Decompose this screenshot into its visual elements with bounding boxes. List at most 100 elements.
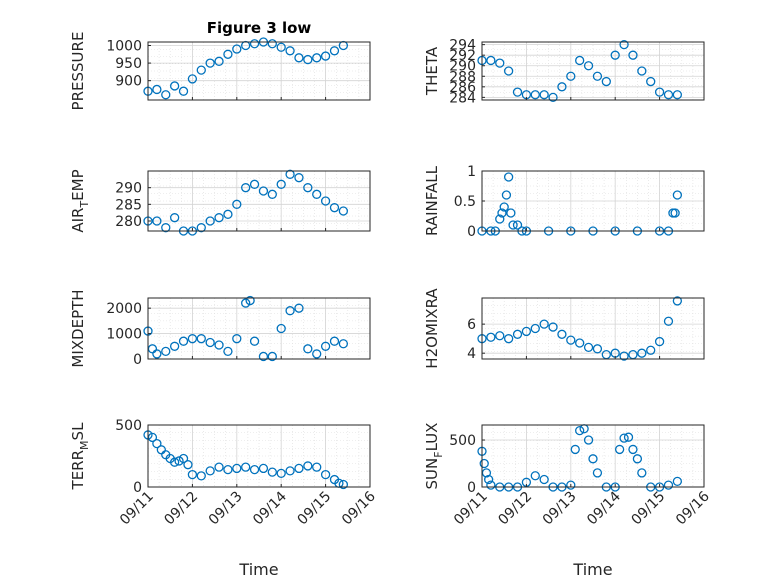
data-point bbox=[205, 58, 215, 68]
x-axis-label: Time bbox=[238, 560, 278, 579]
data-point bbox=[548, 92, 558, 103]
y-tick-label: 284 bbox=[449, 90, 476, 106]
data-point bbox=[285, 46, 295, 56]
data-point bbox=[169, 81, 180, 91]
data-point bbox=[320, 341, 331, 351]
data-point bbox=[232, 199, 242, 209]
data-point bbox=[294, 53, 304, 63]
data-point bbox=[267, 39, 277, 49]
data-point bbox=[258, 463, 269, 474]
y-tick-label: 288 bbox=[449, 69, 476, 85]
data-point bbox=[320, 469, 331, 480]
y-tick-label: 0 bbox=[133, 480, 142, 496]
data-point bbox=[530, 471, 540, 481]
x-tick-label: 09/16 bbox=[673, 488, 713, 528]
data-point bbox=[285, 466, 295, 476]
data-point bbox=[329, 46, 340, 56]
data-point bbox=[539, 319, 549, 329]
data-point bbox=[196, 65, 206, 75]
data-point bbox=[249, 179, 260, 189]
data-point bbox=[486, 55, 496, 66]
data-point bbox=[338, 206, 349, 216]
y-tick-label: 950 bbox=[115, 56, 142, 72]
data-point bbox=[152, 438, 162, 449]
data-point bbox=[267, 189, 277, 199]
data-point bbox=[495, 331, 505, 341]
data-point bbox=[588, 454, 598, 464]
data-point bbox=[169, 341, 180, 351]
data-point bbox=[508, 220, 518, 230]
data-point bbox=[294, 303, 304, 313]
data-point bbox=[619, 39, 629, 50]
data-point bbox=[320, 51, 331, 61]
y-tick-label: 6 bbox=[467, 317, 476, 333]
data-point bbox=[161, 90, 171, 100]
y-tick-label: 500 bbox=[115, 418, 142, 434]
data-point bbox=[557, 329, 567, 339]
data-point bbox=[152, 84, 162, 95]
data-point bbox=[495, 214, 505, 224]
axes-frame bbox=[147, 297, 371, 360]
data-point bbox=[539, 90, 549, 100]
y-axis-label: AIRTEMP bbox=[69, 169, 91, 232]
x-axis-label: Time bbox=[572, 560, 612, 579]
data-point bbox=[672, 296, 683, 306]
data-point bbox=[276, 179, 286, 189]
data-point bbox=[557, 82, 567, 92]
axes-frame bbox=[481, 41, 705, 101]
axes-frame bbox=[481, 424, 705, 488]
data-point bbox=[303, 461, 313, 471]
y-tick-label: 1000 bbox=[106, 39, 142, 55]
y-tick-label: 285 bbox=[115, 197, 142, 213]
data-point bbox=[619, 433, 629, 443]
data-point bbox=[205, 466, 215, 476]
data-point bbox=[338, 479, 349, 490]
x-tick-label: 09/15 bbox=[629, 489, 669, 529]
data-point bbox=[610, 50, 620, 60]
data-point bbox=[329, 336, 340, 346]
data-point bbox=[583, 435, 594, 445]
data-point bbox=[512, 329, 523, 339]
data-point bbox=[267, 467, 277, 477]
data-point bbox=[258, 351, 269, 362]
data-point bbox=[637, 348, 647, 358]
data-point bbox=[320, 196, 331, 206]
data-point bbox=[258, 186, 269, 196]
data-point bbox=[312, 349, 322, 359]
data-point bbox=[245, 295, 255, 306]
data-point bbox=[152, 216, 162, 226]
data-point bbox=[486, 480, 496, 490]
y-tick-label: 280 bbox=[115, 214, 142, 230]
y-tick-label: 2000 bbox=[106, 301, 142, 317]
x-tick-label: 09/15 bbox=[295, 489, 335, 529]
data-point bbox=[205, 216, 215, 226]
data-point bbox=[338, 339, 349, 349]
data-point bbox=[530, 90, 540, 100]
y-tick-label: 290 bbox=[115, 181, 142, 197]
data-point bbox=[592, 468, 603, 478]
data-point bbox=[205, 337, 215, 348]
data-point bbox=[501, 190, 512, 200]
data-point bbox=[312, 53, 322, 63]
data-point bbox=[512, 220, 523, 230]
data-point bbox=[312, 189, 322, 199]
data-point bbox=[575, 425, 585, 436]
data-point bbox=[512, 87, 523, 97]
x-tick-label: 09/14 bbox=[250, 488, 290, 528]
data-point bbox=[187, 74, 198, 84]
data-point bbox=[214, 213, 224, 223]
data-point bbox=[484, 474, 494, 485]
data-point bbox=[583, 342, 594, 353]
data-point bbox=[249, 336, 260, 346]
data-point bbox=[672, 90, 683, 100]
axes-frame bbox=[147, 170, 371, 232]
axes-frame bbox=[147, 41, 371, 101]
y-tick-label: 0 bbox=[133, 352, 142, 368]
data-point bbox=[628, 50, 638, 60]
data-point bbox=[294, 173, 304, 183]
y-tick-label: 286 bbox=[449, 80, 476, 96]
data-point bbox=[663, 316, 674, 326]
data-point bbox=[214, 56, 224, 66]
